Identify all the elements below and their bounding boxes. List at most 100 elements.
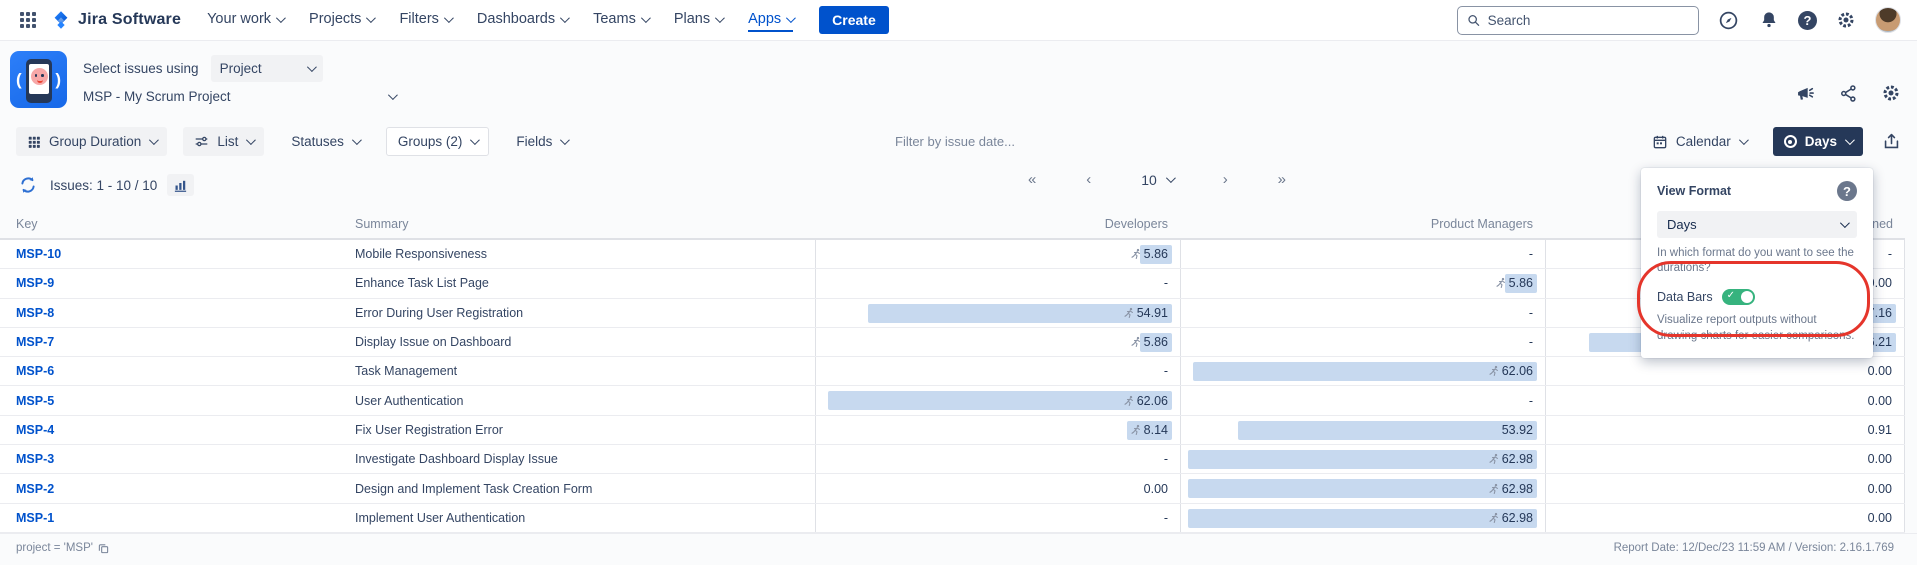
settings-icon[interactable] bbox=[1834, 8, 1858, 32]
format-select[interactable]: Days bbox=[1657, 211, 1857, 238]
create-button[interactable]: Create bbox=[819, 6, 889, 34]
duration-value: 0.91 bbox=[1867, 422, 1892, 437]
duration-value: 0.00 bbox=[1867, 510, 1892, 525]
issue-key-link[interactable]: MSP-10 bbox=[16, 247, 62, 262]
duration-value: 62.98 bbox=[1488, 452, 1533, 466]
format-select-value: Days bbox=[1667, 217, 1697, 232]
pagination-first-button[interactable]: « bbox=[1028, 171, 1037, 188]
nav-item-filters[interactable]: Filters bbox=[399, 0, 454, 41]
column-header-summary[interactable]: Summary bbox=[355, 217, 409, 231]
group-duration-button[interactable]: Group Duration bbox=[16, 127, 168, 156]
data-bar bbox=[1140, 245, 1172, 264]
pagination-prev-button[interactable]: ‹ bbox=[1086, 171, 1092, 188]
issue-key-link[interactable]: MSP-9 bbox=[16, 276, 55, 291]
duration-value: 5.86 bbox=[1495, 276, 1533, 290]
data-bars-help: Visualize report outputs without drawing… bbox=[1657, 314, 1855, 342]
feedback-megaphone-icon[interactable] bbox=[1793, 81, 1817, 105]
issue-key-link[interactable]: MSP-2 bbox=[16, 481, 55, 496]
filter-by-issue-date-input[interactable]: Filter by issue date... bbox=[895, 134, 1015, 149]
share-icon[interactable] bbox=[1836, 81, 1860, 105]
duration-value: 0.00 bbox=[1867, 364, 1892, 379]
app-switcher-icon[interactable] bbox=[16, 8, 40, 32]
summary-cell: Enhance Task List Page bbox=[355, 276, 489, 291]
summary-cell: Display Issue on Dashboard bbox=[355, 335, 512, 350]
paren-left: ( bbox=[16, 70, 22, 89]
unassigned-duration-cell: 0.00 bbox=[1545, 357, 1905, 386]
issue-key-link[interactable]: MSP-6 bbox=[16, 364, 55, 379]
duration-value: 0.00 bbox=[1143, 481, 1168, 496]
nav-item-apps[interactable]: Apps bbox=[748, 0, 797, 41]
report-settings-gear-icon[interactable] bbox=[1879, 81, 1903, 105]
issue-row-msp-3: MSP-3 Investigate Dashboard Display Issue… bbox=[0, 445, 1905, 475]
issue-key-link[interactable]: MSP-5 bbox=[16, 393, 55, 408]
chevron-down-icon bbox=[640, 12, 651, 23]
data-bar bbox=[1140, 332, 1172, 352]
view-format-days-button[interactable]: Days bbox=[1772, 127, 1863, 156]
nav-item-projects[interactable]: Projects bbox=[309, 0, 377, 41]
developers-duration-cell: - bbox=[815, 269, 1180, 298]
refresh-icon[interactable] bbox=[16, 173, 40, 197]
product-managers-duration-cell: 53.92 bbox=[1180, 415, 1545, 445]
copy-icon[interactable] bbox=[98, 543, 109, 554]
data-bars-label: Data Bars bbox=[1657, 290, 1713, 305]
duration-value: 8.14 bbox=[1130, 423, 1168, 437]
data-bar bbox=[1188, 479, 1537, 499]
nav-item-plans[interactable]: Plans bbox=[674, 0, 725, 41]
global-search[interactable] bbox=[1457, 5, 1699, 35]
duration-value: 7.16 bbox=[1867, 305, 1892, 320]
nav-item-teams[interactable]: Teams bbox=[593, 0, 651, 41]
fields-button[interactable]: Fields bbox=[505, 127, 578, 156]
view-format-title: View Format bbox=[1657, 184, 1732, 198]
chart-view-button[interactable] bbox=[167, 174, 195, 196]
pagination-last-button[interactable]: » bbox=[1277, 171, 1286, 188]
product-managers-duration-cell: 62.98 bbox=[1180, 503, 1545, 532]
data-bar bbox=[1238, 420, 1537, 440]
developers-duration-cell: - bbox=[815, 503, 1180, 532]
chevron-down-icon bbox=[1738, 135, 1749, 146]
nav-item-label: Filters bbox=[399, 11, 439, 27]
issue-key-link[interactable]: MSP-7 bbox=[16, 335, 55, 350]
duration-value: 54.91 bbox=[1123, 306, 1168, 320]
export-icon[interactable] bbox=[1879, 130, 1903, 154]
project-dropdown[interactable]: MSP - My Scrum Project bbox=[83, 89, 398, 104]
issue-row-msp-1: MSP-1 Implement User Authentication - 62.98… bbox=[0, 503, 1905, 533]
duration-value: 62.98 bbox=[1488, 511, 1533, 525]
unassigned-duration-cell: 0.91 bbox=[1545, 415, 1905, 445]
chevron-down-icon bbox=[560, 135, 571, 146]
search-input[interactable] bbox=[1487, 12, 1689, 28]
issue-key-link[interactable]: MSP-1 bbox=[16, 510, 55, 525]
groups-button[interactable]: Groups (2) bbox=[385, 127, 490, 156]
duration-value: 5.86 bbox=[1130, 335, 1168, 349]
statuses-button[interactable]: Statuses bbox=[280, 127, 370, 156]
view-list-label: List bbox=[217, 134, 239, 149]
calendar-button[interactable]: Calendar bbox=[1641, 127, 1757, 156]
view-list-button[interactable]: List bbox=[183, 127, 265, 156]
column-header-key[interactable]: Key bbox=[16, 217, 38, 231]
column-header-developers[interactable]: Developers bbox=[1104, 217, 1168, 231]
user-avatar[interactable] bbox=[1875, 7, 1901, 33]
issue-key-link[interactable]: MSP-3 bbox=[16, 452, 55, 467]
panel-help-icon[interactable]: ? bbox=[1837, 181, 1857, 201]
pagination-next-button[interactable]: › bbox=[1222, 171, 1228, 188]
page-size-dropdown[interactable]: 10 bbox=[1141, 172, 1176, 188]
duration-value: - bbox=[1163, 452, 1168, 467]
issue-row-msp-10: MSP-10 Mobile Responsiveness 5.86 - - bbox=[0, 240, 1905, 270]
help-icon[interactable]: ? bbox=[1798, 10, 1817, 30]
column-header-product-managers[interactable]: Product Managers bbox=[1430, 217, 1533, 231]
sliders-icon bbox=[195, 136, 208, 147]
chevron-down-icon bbox=[1165, 173, 1176, 184]
search-icon bbox=[1468, 14, 1480, 26]
issue-key-link[interactable]: MSP-4 bbox=[16, 422, 55, 437]
nav-item-dashboards[interactable]: Dashboards bbox=[477, 0, 570, 41]
select-issues-dropdown[interactable]: Project bbox=[210, 55, 323, 82]
jira-logo[interactable]: Jira Software bbox=[50, 9, 181, 31]
data-bars-toggle[interactable]: ✓ bbox=[1721, 289, 1755, 306]
issue-key-link[interactable]: MSP-8 bbox=[16, 305, 55, 320]
duration-value: - bbox=[1528, 305, 1533, 320]
discover-icon[interactable] bbox=[1716, 8, 1740, 32]
duration-value: 62.98 bbox=[1488, 482, 1533, 496]
nav-item-your-work[interactable]: Your work bbox=[207, 0, 286, 41]
notifications-icon[interactable] bbox=[1757, 8, 1781, 32]
statuses-label: Statuses bbox=[291, 134, 344, 149]
